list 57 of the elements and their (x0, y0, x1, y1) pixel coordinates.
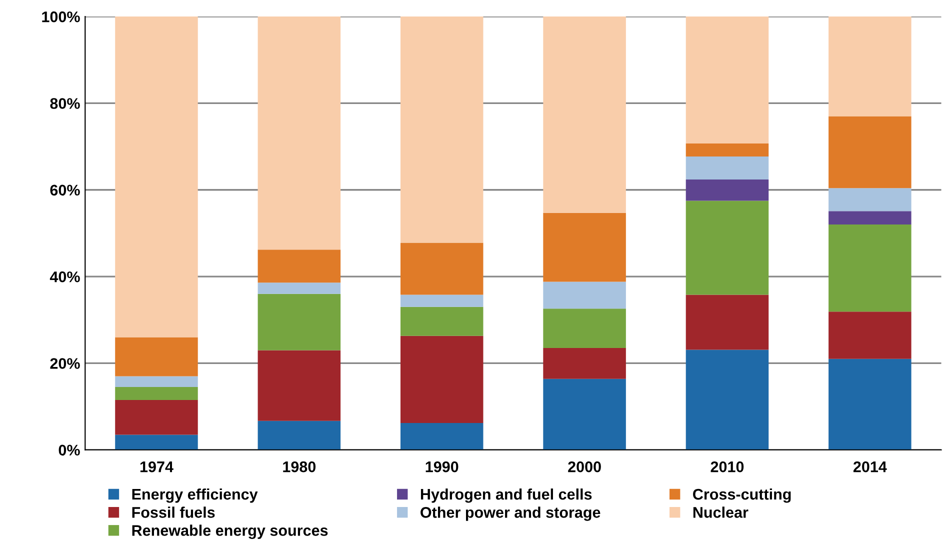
y-tick-label: 60% (50, 184, 80, 196)
bar (686, 200, 769, 295)
bar (115, 400, 198, 435)
bar (258, 350, 341, 421)
bar (115, 387, 198, 400)
x-tick-label: 2000 (568, 461, 601, 472)
x-tick-label: 2010 (710, 461, 744, 472)
bar (400, 336, 484, 424)
bar (115, 337, 198, 376)
bar (828, 211, 912, 225)
bar (543, 16, 626, 213)
bar (686, 179, 769, 201)
y-tick-label: 40% (50, 271, 80, 282)
bar (115, 16, 198, 338)
bar (543, 308, 626, 348)
bar (400, 294, 484, 307)
y-tick-label: 20% (50, 358, 80, 369)
x-tick-label: 1980 (283, 461, 316, 472)
y-tick-label: 80% (50, 98, 80, 109)
legend-label: Renewable energy sources (132, 524, 328, 539)
bar (115, 434, 198, 450)
bar (400, 306, 484, 336)
bar (686, 144, 769, 157)
bar (258, 282, 341, 294)
bar (828, 188, 912, 212)
bar (828, 116, 912, 188)
legend-label: Fossil fuels (132, 506, 215, 518)
bar (686, 156, 769, 180)
bar (258, 294, 341, 350)
bar (686, 294, 769, 350)
bar (543, 282, 626, 309)
bar (828, 312, 912, 359)
x-tick-label: 1974 (140, 461, 174, 472)
bar (828, 224, 912, 312)
bar (258, 250, 341, 283)
bar (115, 376, 198, 388)
bar (828, 358, 912, 450)
x-tick-label: 2014 (853, 461, 887, 472)
bar (686, 16, 769, 144)
bar (828, 16, 912, 116)
bar (258, 16, 341, 250)
y-tick-label: 100% (42, 11, 80, 22)
legend-label: Cross-cutting (693, 488, 791, 503)
legend-label: Nuclear (693, 506, 748, 518)
bar (543, 378, 626, 450)
bar (543, 348, 626, 379)
bar (686, 350, 769, 450)
bar (400, 423, 484, 450)
legend-label: Other power and storage (420, 506, 600, 521)
legend-label: Energy efficiency (132, 488, 258, 503)
bar (543, 212, 626, 282)
x-tick-label: 1990 (426, 461, 458, 472)
bar (400, 242, 484, 295)
bar (258, 420, 341, 450)
legend-label: Hydrogen and fuel cells (420, 488, 592, 503)
bar (400, 16, 484, 243)
y-tick-label: 0% (58, 444, 80, 456)
